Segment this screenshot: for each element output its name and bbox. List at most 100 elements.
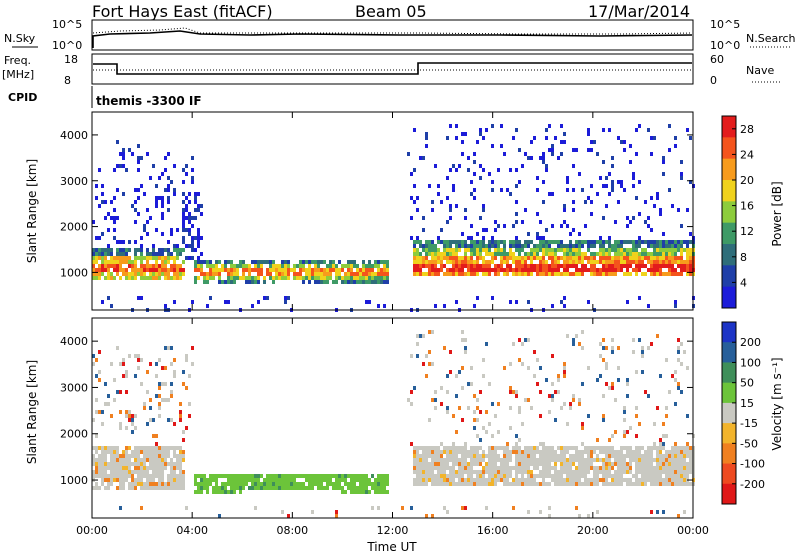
data-cell [506,252,509,256]
data-cell [95,276,98,280]
data-cell [320,276,323,280]
data-cell [635,434,638,438]
data-cell [137,196,140,200]
data-cell [440,252,443,256]
data-cell [563,362,566,366]
data-cell [188,244,191,248]
data-cell [209,272,212,276]
data-cell [434,454,437,458]
data-cell [248,474,251,478]
data-cell [104,248,107,252]
data-cell [515,478,518,482]
data-cell [575,454,578,458]
data-cell [131,470,134,474]
data-cell [584,264,587,268]
data-cell [551,260,554,264]
data-cell [449,370,452,374]
data-cell [95,446,98,450]
data-cell [677,462,680,466]
data-cell [224,268,227,272]
data-cell [323,268,326,272]
data-cell [494,446,497,450]
data-cell [347,264,350,268]
data-cell [194,474,197,478]
data-cell [104,454,107,458]
data-cell [539,442,542,446]
data-cell [629,470,632,474]
data-cell [434,398,437,402]
data-cell [620,450,623,454]
data-cell [119,240,122,244]
data-cell [158,248,161,252]
data-cell [347,474,350,478]
data-cell [137,248,140,252]
data-cell [575,470,578,474]
data-cell [452,446,455,450]
data-cell [338,260,341,264]
data-cell [422,228,425,232]
data-cell [194,490,197,494]
data-cell [416,268,419,272]
data-cell [347,280,350,284]
data-cell [134,466,137,470]
data-cell [635,260,638,264]
beam-title: Beam 05 [355,2,427,21]
data-cell [572,272,575,276]
data-cell [431,208,434,212]
data-cell [491,466,494,470]
data-cell [323,478,326,482]
data-cell [122,256,125,260]
data-cell [683,260,686,264]
data-cell [542,156,545,160]
data-cell [425,132,428,136]
data-cell [677,272,680,276]
nave-tick-low: 0 [710,74,717,87]
data-cell [611,156,614,160]
data-cell [524,446,527,450]
data-cell [410,216,413,220]
data-cell [590,244,593,248]
data-cell [671,264,674,268]
data-cell [452,474,455,478]
data-cell [650,458,653,462]
data-cell [629,454,632,458]
data-cell [452,458,455,462]
data-cell [641,470,644,474]
data-cell [275,478,278,482]
data-cell [161,446,164,450]
data-cell [569,232,572,236]
data-cell [545,462,548,466]
data-cell [620,256,623,260]
data-cell [116,252,119,256]
data-cell [386,474,389,478]
data-cell [527,478,530,482]
data-cell [173,466,176,470]
data-cell [626,240,629,244]
data-cell [626,224,629,228]
data-cell [257,478,260,482]
data-cell [557,390,560,394]
data-cell [131,478,134,482]
data-cell [440,386,443,390]
data-cell [494,268,497,272]
data-cell [155,200,158,204]
data-cell [596,152,599,156]
data-cell [623,272,626,276]
data-cell [548,506,551,510]
data-cell [629,240,632,244]
data-cell [161,272,164,276]
data-cell [113,398,116,402]
data-cell [542,450,545,454]
data-cell [488,462,491,466]
data-cell [446,272,449,276]
data-cell [467,244,470,248]
data-cell [371,482,374,486]
data-cell [230,264,233,268]
data-cell [599,236,602,240]
data-cell [668,188,671,192]
data-cell [470,256,473,260]
data-cell [611,180,614,184]
data-cell [143,454,146,458]
data-cell [515,272,518,276]
data-cell [365,474,368,478]
